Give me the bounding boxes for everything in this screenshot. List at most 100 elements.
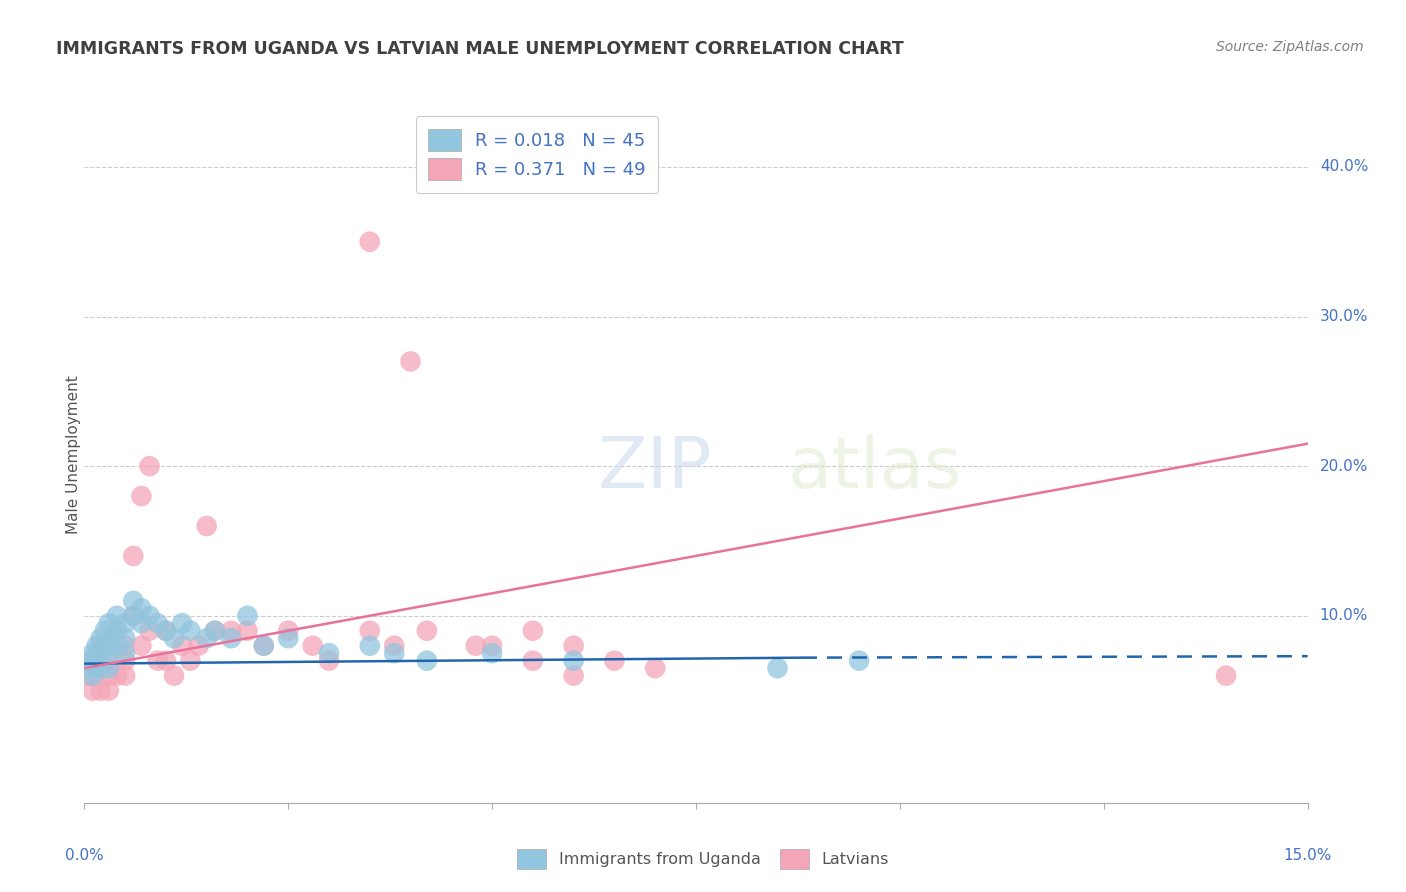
Point (172, 616, 194, 631)
Point (416, 624, 439, 638)
Point (1215, 668, 1237, 682)
Point (603, 654, 626, 668)
Point (359, 235, 381, 249)
Point (90, 631, 112, 645)
Point (82, 646, 104, 660)
Point (481, 639, 503, 653)
Point (179, 654, 201, 668)
Point (195, 519, 218, 533)
Point (82, 661, 104, 675)
Point (138, 608, 160, 623)
Point (359, 639, 381, 653)
Point (105, 624, 128, 638)
Point (155, 624, 177, 638)
Point (86, 654, 108, 668)
Point (522, 624, 544, 638)
Text: 40.0%: 40.0% (1320, 160, 1368, 175)
Point (172, 639, 194, 653)
Point (416, 654, 439, 668)
Point (146, 654, 169, 668)
Point (155, 654, 177, 668)
Point (848, 654, 870, 668)
Point (301, 639, 323, 653)
Point (766, 661, 789, 675)
Text: 10.0%: 10.0% (1320, 608, 1368, 624)
Point (382, 646, 405, 660)
Point (82, 654, 104, 668)
Point (97, 616, 120, 631)
Point (562, 639, 585, 653)
Y-axis label: Male Unemployment: Male Unemployment (66, 376, 80, 534)
Point (359, 624, 381, 638)
Point (644, 661, 666, 675)
Point (464, 639, 486, 653)
Point (105, 639, 128, 653)
Text: 30.0%: 30.0% (1320, 309, 1368, 324)
Point (93, 639, 115, 653)
Point (277, 631, 299, 645)
Legend: R = 0.018   N = 45, R = 0.371   N = 49: R = 0.018 N = 45, R = 0.371 N = 49 (416, 116, 658, 193)
Point (90, 646, 112, 660)
Point (146, 616, 169, 631)
Point (114, 646, 136, 660)
Point (155, 624, 177, 638)
Point (187, 639, 209, 653)
Point (122, 608, 145, 623)
Point (131, 601, 153, 615)
Point (114, 631, 136, 645)
Point (122, 594, 145, 608)
Text: 20.0%: 20.0% (1320, 458, 1368, 474)
Point (90, 639, 112, 653)
Text: IMMIGRANTS FROM UGANDA VS LATVIAN MALE UNEMPLOYMENT CORRELATION CHART: IMMIGRANTS FROM UGANDA VS LATVIAN MALE U… (56, 40, 904, 58)
Point (131, 616, 153, 631)
Point (163, 631, 186, 645)
Point (131, 639, 153, 653)
Point (382, 639, 405, 653)
Point (399, 354, 422, 368)
Point (97, 661, 120, 675)
Point (179, 624, 201, 638)
Point (253, 639, 276, 653)
Point (236, 624, 259, 638)
Point (122, 608, 145, 623)
Point (77, 654, 100, 668)
Point (86, 668, 108, 682)
Point (318, 654, 340, 668)
Text: 0.0%: 0.0% (65, 847, 104, 863)
Point (82, 668, 104, 682)
Point (562, 654, 585, 668)
Point (253, 639, 276, 653)
Point (77, 668, 100, 682)
Point (131, 489, 153, 503)
Point (114, 668, 136, 682)
Point (236, 608, 259, 623)
Text: atlas: atlas (787, 434, 962, 503)
Point (318, 646, 340, 660)
Point (562, 668, 585, 682)
Point (219, 631, 242, 645)
Point (97, 654, 120, 668)
Point (93, 624, 115, 638)
Point (163, 668, 186, 682)
Point (522, 654, 544, 668)
Point (204, 624, 226, 638)
Text: 15.0%: 15.0% (1284, 847, 1331, 863)
Text: ZIP: ZIP (598, 434, 713, 503)
Point (97, 646, 120, 660)
Point (90, 683, 112, 698)
Point (82, 683, 104, 698)
Point (105, 668, 128, 682)
Point (97, 683, 120, 698)
Point (204, 624, 226, 638)
Point (277, 624, 299, 638)
Point (90, 661, 112, 675)
Point (97, 631, 120, 645)
Point (114, 616, 136, 631)
Point (97, 668, 120, 682)
Legend: Immigrants from Uganda, Latvians: Immigrants from Uganda, Latvians (510, 843, 896, 875)
Text: Source: ZipAtlas.com: Source: ZipAtlas.com (1216, 40, 1364, 54)
Point (138, 459, 160, 474)
Point (481, 646, 503, 660)
Point (138, 624, 160, 638)
Point (105, 624, 128, 638)
